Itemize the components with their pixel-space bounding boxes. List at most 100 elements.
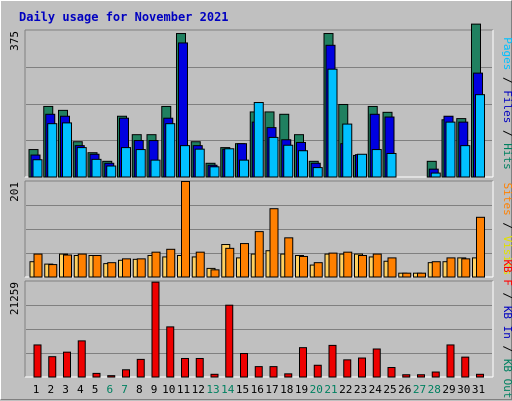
bar (194, 148, 205, 178)
bar (165, 123, 176, 178)
bar (313, 262, 323, 278)
panel-legend: Pages / Files / Hits (501, 37, 512, 170)
bar (48, 264, 58, 278)
bar (33, 253, 43, 278)
bar (446, 257, 456, 278)
bar (150, 159, 161, 178)
bar (210, 373, 219, 378)
bar (151, 281, 160, 378)
bar (445, 121, 456, 178)
bar (122, 369, 130, 378)
bar (387, 367, 396, 378)
panel-max-label: 21259 (8, 282, 21, 315)
bar (195, 251, 205, 278)
panel-legend: Sites / Visits (501, 183, 512, 276)
day-label: 12 (192, 383, 205, 396)
bar (107, 262, 117, 278)
panel-max-label: 375 (8, 31, 21, 51)
bar (387, 257, 397, 278)
day-label: 7 (121, 383, 128, 396)
day-label: 13 (206, 383, 219, 396)
panel-legend: KB F / KB In / KB Out (501, 259, 512, 398)
bar (342, 123, 353, 178)
bar (225, 247, 235, 278)
bar (180, 145, 190, 178)
bar (181, 357, 189, 378)
day-label: 1 (33, 383, 40, 396)
legend-entry: KB Out (501, 359, 512, 399)
bar (343, 359, 352, 378)
series-sites (33, 180, 485, 278)
bar (284, 373, 293, 378)
day-label: 22 (339, 383, 352, 396)
bar (417, 272, 426, 278)
legend-entry: / (501, 216, 512, 236)
day-label: 21 (324, 383, 337, 396)
bar (32, 159, 43, 178)
day-label: 5 (92, 383, 99, 396)
panel-max-label: 201 (8, 182, 21, 202)
bar (328, 252, 338, 278)
day-label: 18 (280, 383, 293, 396)
bar (76, 147, 87, 178)
bar (253, 102, 264, 178)
legend-entry: Visits (501, 236, 512, 276)
bar (240, 243, 249, 278)
bar (33, 344, 42, 378)
day-label: 3 (62, 383, 69, 396)
bar (372, 253, 382, 278)
bar (402, 374, 411, 378)
bar (181, 180, 190, 278)
day-label: 14 (221, 383, 235, 396)
bar (77, 340, 86, 378)
bar (283, 144, 294, 178)
bar (135, 149, 146, 178)
bar (91, 158, 102, 178)
bar (210, 269, 220, 278)
day-label: 29 (442, 383, 455, 396)
bar (106, 165, 117, 178)
bar (151, 251, 161, 278)
bar (239, 159, 249, 178)
bar (461, 356, 470, 378)
panel-top: 375 Pages / Files / Hits (8, 23, 512, 178)
legend-entry: Files (501, 90, 512, 123)
bar (298, 150, 308, 178)
bar (166, 248, 176, 278)
day-label: 16 (251, 383, 264, 396)
bar (446, 344, 455, 378)
day-label: 11 (177, 383, 190, 396)
day-label: 20 (310, 383, 323, 396)
legend-entry: KB In (501, 306, 512, 339)
legend-entry: Pages (501, 37, 512, 70)
bar (284, 237, 294, 278)
day-label: 28 (428, 383, 441, 396)
bar (195, 357, 204, 378)
day-label: 19 (295, 383, 308, 396)
day-label: 25 (383, 383, 396, 396)
bar (136, 358, 145, 378)
bar (327, 68, 338, 178)
bar (328, 344, 337, 378)
day-label: 31 (472, 383, 485, 396)
bar (386, 152, 397, 178)
day-label: 27 (413, 383, 426, 396)
bar (431, 371, 440, 378)
bar (358, 357, 366, 378)
legend-entry: / (501, 286, 512, 306)
day-label: 6 (106, 383, 113, 396)
day-label: 26 (398, 383, 411, 396)
bar (299, 255, 308, 278)
bar (461, 258, 471, 278)
bar (62, 122, 72, 178)
panel-bottom: 21259 KB F / KB In / KB Out (8, 259, 512, 398)
chart-title: Daily usage for November 2021 (19, 10, 229, 24)
bar (268, 136, 279, 178)
bar (313, 364, 322, 378)
legend-entry: / (501, 339, 512, 359)
bar (358, 255, 367, 278)
bar (166, 326, 175, 378)
bar (269, 366, 278, 378)
legend-entry: Sites (501, 183, 512, 216)
